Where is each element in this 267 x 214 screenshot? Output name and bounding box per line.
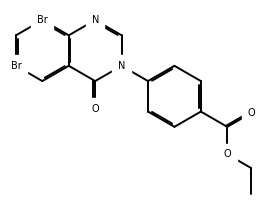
Text: O: O: [247, 108, 255, 118]
Text: O: O: [223, 149, 231, 159]
Text: N: N: [92, 15, 99, 25]
Text: O: O: [91, 104, 99, 113]
Text: N: N: [118, 61, 125, 71]
Text: Br: Br: [11, 61, 21, 71]
Text: Br: Br: [37, 15, 48, 25]
